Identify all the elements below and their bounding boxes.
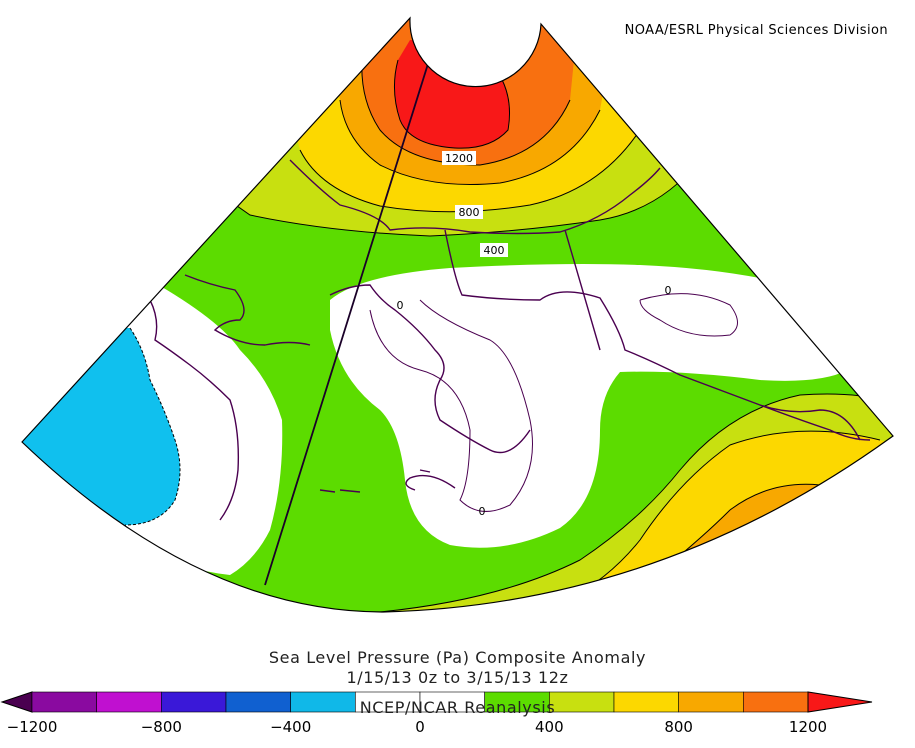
colorbar-tick-label: 400 — [535, 718, 564, 736]
colorbar-tick-label: 1200 — [789, 718, 827, 736]
coastline-panhandle — [759, 404, 871, 441]
contour-zero-inner — [369, 299, 533, 512]
contour-label-zero: 0 — [665, 284, 672, 297]
field-positive-1200-north — [394, 40, 510, 149]
caption-dates: 1/15/13 0z to 3/15/13 12z — [346, 668, 569, 687]
colorbar-tick-label: 800 — [664, 718, 693, 736]
colorbar-tick-label: 0 — [415, 718, 425, 736]
credit-text: NOAA/ESRL Physical Sciences Division — [624, 23, 888, 38]
contour-800 — [339, 99, 601, 185]
contour-label-zero: 0 — [479, 505, 486, 518]
contour-label-400: 400 — [484, 244, 505, 257]
contour-1000 — [361, 59, 571, 166]
contour-label-1200: 1200 — [445, 152, 473, 165]
meridian-line — [264, 34, 438, 586]
map-boundary — [21, 16, 894, 613]
coastline-arctic — [289, 159, 661, 235]
coastline-alaska-peninsula — [405, 474, 456, 491]
coastline-aleutians — [319, 469, 431, 493]
caption-title: Sea Level Pressure (Pa) Composite Anomal… — [268, 648, 647, 667]
coastline-alaska-west — [329, 284, 531, 454]
caption-source: NCEP/NCAR Reanalysis — [359, 698, 556, 717]
contour-label-800: 800 — [459, 206, 480, 219]
contour-400-south — [379, 393, 893, 612]
contour-label-box — [442, 151, 476, 165]
contour-1200 — [394, 59, 511, 149]
contour-neg-200 — [124, 327, 181, 526]
coastlines — [149, 159, 871, 521]
contour-label-box — [480, 243, 508, 257]
contour-400 — [199, 159, 701, 237]
contour-label-group: 1200 800 400 0 0 0 — [397, 151, 672, 518]
contour-zero-east — [639, 293, 738, 337]
colorbar-tick-label: −800 — [141, 718, 182, 736]
coastline-kamchatka — [149, 299, 239, 521]
colorbar: −1200 −800 −400 0 400 800 1200 — [0, 691, 873, 736]
coastline-alaska-south — [444, 229, 861, 441]
contour-label-zero: 0 — [397, 299, 404, 312]
contour-lines — [124, 59, 893, 612]
colorbar-arrow-right — [807, 691, 873, 713]
border-alaska-canada — [564, 229, 601, 351]
colorbar-tick-label: −1200 — [7, 718, 58, 736]
colorbar-tick-label: −400 — [270, 718, 311, 736]
coastline-chukotka — [184, 274, 311, 346]
contour-label-box — [455, 205, 483, 219]
